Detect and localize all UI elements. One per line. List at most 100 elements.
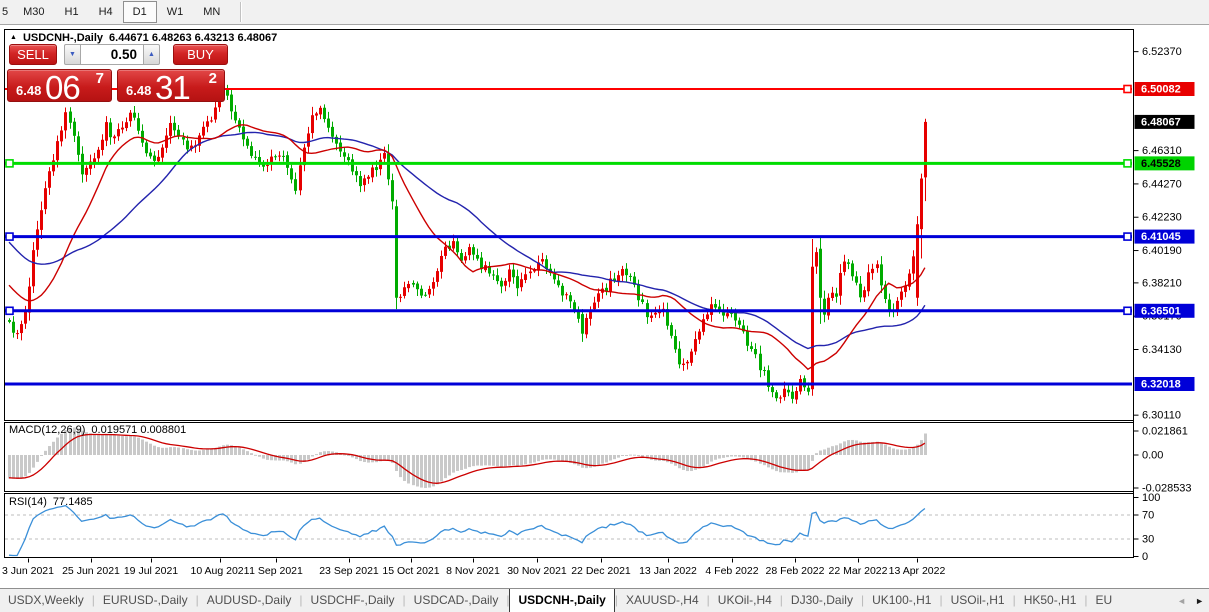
chart-tab-ukoil-h4[interactable]: UKOil-,H4 (717, 593, 772, 607)
tab-separator: | (1084, 593, 1088, 607)
tab-separator: | (779, 593, 783, 607)
rsi-name: RSI(14) (9, 496, 47, 508)
line-handle[interactable] (1123, 232, 1132, 241)
price-badge-blue-level-1: 6.41045 (1134, 229, 1195, 244)
chart-tab-hk50-h1[interactable]: HK50-,H1 (1023, 593, 1077, 607)
chart-tab-uk100-h1[interactable]: UK100-,H1 (872, 593, 932, 607)
chart-tab-eurusd-daily[interactable]: EURUSD-,Daily (102, 593, 188, 607)
macd-values: 0.019571 0.008801 (91, 424, 187, 436)
tab-separator: | (506, 593, 510, 607)
volume-stepper: ▼ ▲ (64, 44, 160, 65)
svg-text:13 Jan 2022: 13 Jan 2022 (639, 565, 697, 577)
chart-tab-usdchf-daily[interactable]: USDCHF-,Daily (310, 593, 395, 607)
rsi-value: 77.1485 (52, 496, 93, 508)
chart-tab-usdcad-daily[interactable]: USDCAD-,Daily (413, 593, 499, 607)
macd-name: MACD(12,26,9) (9, 424, 86, 436)
price-badge-blue-level-2: 6.36501 (1134, 303, 1195, 318)
tab-scroll-left-icon[interactable]: ◄ (1177, 596, 1187, 606)
timeframe-button-W1[interactable]: W1 (166, 6, 184, 18)
sell-price-pip-digit: 7 (95, 70, 104, 87)
sell-price-display[interactable]: 6.48 06 7 (7, 69, 112, 104)
candlestick-layer (8, 82, 927, 404)
tab-scroll-right-icon[interactable]: ► (1195, 596, 1204, 606)
timeframe-button-H4[interactable]: H4 (98, 6, 113, 18)
timeframe-toolbar: 5 M30 H1 H4 D1 W1 MN (0, 0, 1209, 25)
svg-text:3 Jun 2021: 3 Jun 2021 (2, 565, 54, 577)
svg-text:6.34130: 6.34130 (1142, 344, 1182, 356)
svg-text:-0.028533: -0.028533 (1142, 483, 1192, 495)
time-axis: 3 Jun 2021 25 Jun 2021 19 Jul 2021 10 Aug 2… (2, 558, 946, 577)
horizontal-lines-layer[interactable] (5, 84, 1132, 386)
trade-panel-prices: 6.48 06 7 6.48 31 2 (7, 69, 228, 106)
collapse-arrow-icon[interactable]: ▲ (10, 33, 17, 41)
rsi-pane (5, 504, 1132, 557)
svg-text:1 Sep 2021: 1 Sep 2021 (249, 565, 303, 577)
svg-text:6.40190: 6.40190 (1142, 245, 1182, 257)
tab-separator: | (706, 593, 710, 607)
chart-tab-usoil-h1[interactable]: USOil-,H1 (950, 593, 1005, 607)
one-click-trading-panel: SELL ▼ ▲ BUY 6.48 06 7 6.48 31 2 (7, 44, 228, 106)
chart-tab-usdcnh-daily[interactable]: USDCNH-,Daily (509, 589, 615, 612)
line-handle[interactable] (5, 232, 14, 241)
svg-text:6.44270: 6.44270 (1142, 178, 1182, 190)
svg-text:10 Aug 2021: 10 Aug 2021 (191, 565, 250, 577)
chart-ohlc-values: 6.44671 6.48263 6.43213 6.48067 (109, 32, 278, 44)
svg-text:0.021861: 0.021861 (1142, 425, 1188, 437)
pane-frames (4, 29, 1134, 558)
chart-tab-usdx-weekly[interactable]: USDX,Weekly (8, 593, 84, 607)
tab-separator: | (939, 593, 943, 607)
price-badge-resistance: 6.50082 (1134, 82, 1195, 96)
macd-signal-line (8, 433, 926, 484)
timeframe-button-5[interactable]: 5 (2, 6, 9, 18)
buy-button[interactable]: BUY (173, 44, 228, 65)
chart-tab-eu[interactable]: EU (1095, 593, 1113, 607)
macd-pane (8, 427, 927, 489)
line-handle[interactable] (1123, 84, 1132, 94)
svg-text:70: 70 (1142, 510, 1154, 522)
main-price-pane (8, 82, 927, 404)
svg-text:30 Nov 2021: 30 Nov 2021 (507, 565, 567, 577)
svg-text:6.42230: 6.42230 (1142, 212, 1182, 224)
svg-text:6.46310: 6.46310 (1142, 145, 1182, 157)
chevron-down-icon: ▼ (69, 51, 76, 58)
rsi-indicator-label: RSI(14) 77.1485 (9, 496, 93, 508)
toolbar-separator (240, 2, 242, 22)
svg-text:6.48067: 6.48067 (1141, 116, 1181, 128)
svg-text:6.41045: 6.41045 (1141, 231, 1181, 243)
svg-text:6.52370: 6.52370 (1142, 46, 1182, 58)
trade-panel-controls: SELL ▼ ▲ BUY (7, 44, 228, 65)
volume-input[interactable] (81, 44, 143, 65)
volume-decrease-button[interactable]: ▼ (64, 44, 81, 65)
svg-text:19 Jul 2021: 19 Jul 2021 (124, 565, 178, 577)
price-axis: 6.52370 6.46310 6.44270 6.42230 6.40190 6.382… (1133, 29, 1195, 558)
buy-price-big-digits: 31 (155, 69, 191, 106)
timeframe-button-D1[interactable]: D1 (122, 1, 157, 23)
svg-text:28 Feb 2022: 28 Feb 2022 (766, 565, 825, 577)
timeframe-button-M30[interactable]: M30 (23, 6, 45, 18)
line-handle[interactable] (5, 306, 14, 316)
price-badge-green-level: 6.45528 (1134, 156, 1195, 171)
line-handle[interactable] (1123, 159, 1132, 168)
sell-button[interactable]: SELL (9, 44, 57, 65)
timeframe-button-H1[interactable]: H1 (64, 6, 79, 18)
volume-increase-button[interactable]: ▲ (143, 44, 160, 65)
svg-text:13 Apr 2022: 13 Apr 2022 (889, 565, 946, 577)
svg-text:8 Nov 2021: 8 Nov 2021 (446, 565, 500, 577)
svg-text:100: 100 (1142, 492, 1160, 504)
svg-text:15 Oct 2021: 15 Oct 2021 (382, 565, 439, 577)
svg-text:23 Sep 2021: 23 Sep 2021 (319, 565, 379, 577)
buy-price-prefix: 6.48 (126, 83, 152, 98)
svg-text:0: 0 (1142, 551, 1148, 563)
svg-text:30: 30 (1142, 534, 1154, 546)
tab-separator: | (299, 593, 303, 607)
chevron-up-icon: ▲ (148, 51, 155, 58)
chart-tab-dj30-daily[interactable]: DJ30-,Daily (790, 593, 853, 607)
timeframe-button-MN[interactable]: MN (203, 6, 221, 18)
sell-price-prefix: 6.48 (16, 83, 42, 98)
line-handle[interactable] (5, 159, 14, 168)
chart-tab-xauusd-h4[interactable]: XAUUSD-,H4 (625, 593, 699, 607)
chart-tab-audusd-daily[interactable]: AUDUSD-,Daily (206, 593, 292, 607)
line-handle[interactable] (1123, 306, 1132, 316)
buy-price-display[interactable]: 6.48 31 2 (117, 69, 225, 106)
